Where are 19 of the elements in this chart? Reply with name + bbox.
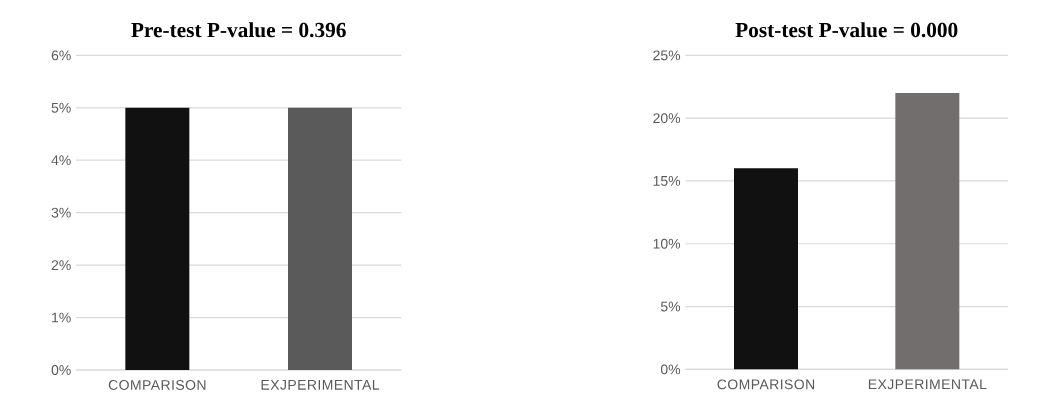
x-tick-label: COMPARISON	[108, 380, 206, 390]
y-tick-label: 6%	[51, 50, 71, 61]
x-tick-label: EXJPERIMENTAL	[261, 380, 380, 390]
y-tick-label: 5%	[51, 102, 71, 113]
y-tick-label: 25%	[653, 50, 681, 61]
y-tick-label: 3%	[51, 207, 71, 218]
x-tick-label: EXJPERIMENTAL	[868, 379, 987, 390]
y-tick-label: 20%	[653, 113, 681, 124]
y-tick-label: 5%	[660, 301, 681, 312]
y-tick-label: 0%	[660, 364, 681, 375]
chart-title: Pre-test P-value = 0.396	[131, 22, 346, 38]
chart-title: Post-test P-value = 0.000	[735, 22, 958, 38]
y-tick-label: 2%	[51, 260, 71, 271]
y-tick-label: 1%	[52, 312, 71, 323]
y-tick-label: 0%	[51, 365, 71, 375]
y-tick-label: 10%	[653, 238, 681, 249]
x-tick-label: COMPARISON	[717, 379, 815, 390]
y-tick-label: 15%	[653, 176, 681, 186]
y-tick-label: 4%	[51, 155, 71, 166]
